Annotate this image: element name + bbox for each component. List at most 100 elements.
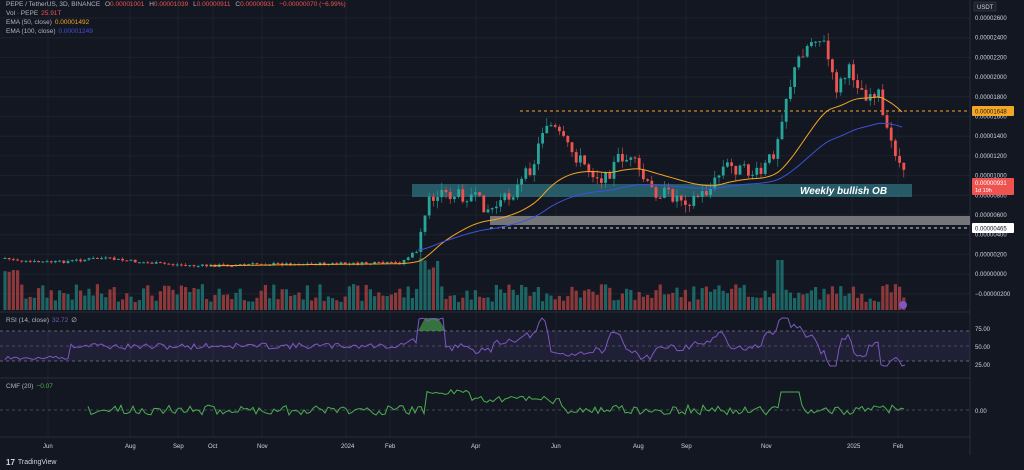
volume-bar bbox=[788, 292, 792, 310]
volume-bar bbox=[835, 293, 839, 310]
candle-body bbox=[167, 263, 171, 265]
candle-body bbox=[684, 200, 687, 205]
candle-body bbox=[201, 264, 204, 266]
time-tick: Sep bbox=[173, 444, 184, 450]
candle-body bbox=[717, 175, 721, 178]
volume-bar bbox=[692, 286, 696, 310]
volume-bar bbox=[158, 291, 162, 310]
volume-bar bbox=[650, 297, 654, 310]
ema-50-line bbox=[210, 96, 903, 267]
volume-bar bbox=[809, 290, 813, 310]
volume-bar bbox=[259, 290, 263, 310]
volume-bar bbox=[171, 289, 175, 310]
candle-body bbox=[671, 189, 675, 202]
candle-body bbox=[163, 262, 166, 264]
volume-bar bbox=[394, 292, 398, 310]
volume-bar bbox=[209, 301, 213, 310]
volume-bar bbox=[276, 299, 280, 310]
price-tick: 0.00002200 bbox=[975, 55, 1007, 61]
candle-body bbox=[759, 167, 763, 174]
candle-body bbox=[654, 187, 658, 198]
volume-bar bbox=[305, 285, 309, 310]
candle-body bbox=[390, 261, 393, 263]
volume-bar bbox=[822, 288, 826, 310]
rsi-overbought-fill bbox=[418, 318, 446, 331]
candle-body bbox=[377, 261, 381, 263]
ema50-legend: EMA (50, close) 0.00001492 bbox=[6, 19, 90, 26]
volume-bar bbox=[221, 294, 225, 310]
volume-bar bbox=[70, 299, 74, 310]
volume-bar bbox=[541, 301, 545, 310]
volume-bar bbox=[562, 300, 566, 310]
volume-bar bbox=[570, 286, 574, 310]
support-price-tag: 0.00000465 bbox=[972, 223, 1014, 233]
volume-bar bbox=[679, 297, 683, 310]
volume-bar bbox=[616, 299, 620, 310]
candle-body bbox=[772, 154, 775, 159]
rsi-legend: RSI (14, close) 32.72 ∅ bbox=[6, 317, 77, 324]
volume-bar bbox=[734, 284, 738, 310]
candle-body bbox=[100, 258, 103, 260]
volume-bar bbox=[595, 294, 599, 310]
volume-bar bbox=[717, 285, 721, 310]
time-tick: Jun bbox=[43, 444, 53, 450]
volume-bar bbox=[452, 295, 456, 310]
candle-body bbox=[499, 200, 502, 207]
volume-bar bbox=[280, 289, 284, 310]
candle-body bbox=[318, 262, 322, 266]
volume-bar bbox=[864, 301, 868, 310]
candle-body bbox=[818, 41, 822, 43]
candle-body bbox=[243, 264, 246, 266]
volume-bar bbox=[95, 284, 99, 310]
candle-body bbox=[663, 187, 666, 198]
volume-bar bbox=[507, 284, 511, 310]
candle-body bbox=[562, 131, 565, 136]
candle-body bbox=[184, 264, 187, 266]
volume-bar bbox=[494, 284, 498, 310]
volume-bar bbox=[167, 285, 171, 310]
volume-bar bbox=[150, 295, 154, 310]
candle-body bbox=[579, 155, 582, 163]
candle-body bbox=[763, 162, 767, 174]
time-tick: Sep bbox=[681, 444, 692, 450]
volume-bar bbox=[658, 284, 662, 310]
volume-bar bbox=[490, 301, 494, 310]
volume-bar bbox=[877, 301, 881, 310]
candle-body bbox=[3, 257, 7, 259]
candle-body bbox=[629, 157, 633, 160]
candle-body bbox=[280, 263, 284, 266]
candle-body bbox=[524, 168, 528, 179]
candle-body bbox=[70, 260, 74, 262]
volume-bar bbox=[767, 297, 771, 310]
volume-bar bbox=[242, 300, 246, 310]
volume-bar bbox=[255, 297, 259, 310]
price-tick: 0.00000600 bbox=[975, 213, 1007, 219]
volume-bar bbox=[801, 294, 805, 310]
candle-body bbox=[852, 64, 855, 81]
candle-body bbox=[738, 165, 742, 175]
volume-bar bbox=[499, 289, 503, 310]
ema100-legend: EMA (100, close) 0.00001249 bbox=[6, 28, 93, 35]
candle-body bbox=[831, 59, 834, 73]
volume-bar bbox=[179, 285, 183, 310]
candle-body bbox=[558, 126, 561, 132]
candle-body bbox=[352, 262, 355, 264]
candle-body bbox=[784, 98, 788, 122]
candle-body bbox=[507, 193, 511, 200]
volume-bar bbox=[532, 291, 536, 310]
volume-bar bbox=[759, 297, 763, 310]
volume-bar bbox=[238, 288, 242, 310]
volume-bar bbox=[200, 284, 204, 310]
volume-bar bbox=[230, 299, 234, 310]
volume-bar bbox=[675, 287, 679, 310]
volume-bar bbox=[431, 267, 435, 310]
tradingview-brand[interactable]: 17 TradingView bbox=[6, 458, 57, 467]
candle-body bbox=[835, 72, 838, 93]
volume-bar bbox=[11, 270, 15, 310]
candle-body bbox=[713, 177, 717, 190]
rsi-line bbox=[4, 317, 906, 367]
volume-bar bbox=[137, 300, 141, 310]
candle-body bbox=[495, 206, 498, 209]
